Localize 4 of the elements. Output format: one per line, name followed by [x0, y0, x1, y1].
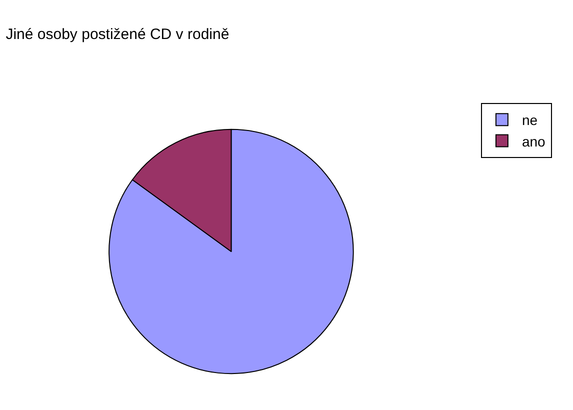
legend-label: ano [522, 133, 546, 150]
legend-label: ne [522, 112, 538, 128]
pie-slice [108, 128, 354, 374]
chart-title: Jiné osoby postižené CD v rodině [6, 26, 230, 44]
